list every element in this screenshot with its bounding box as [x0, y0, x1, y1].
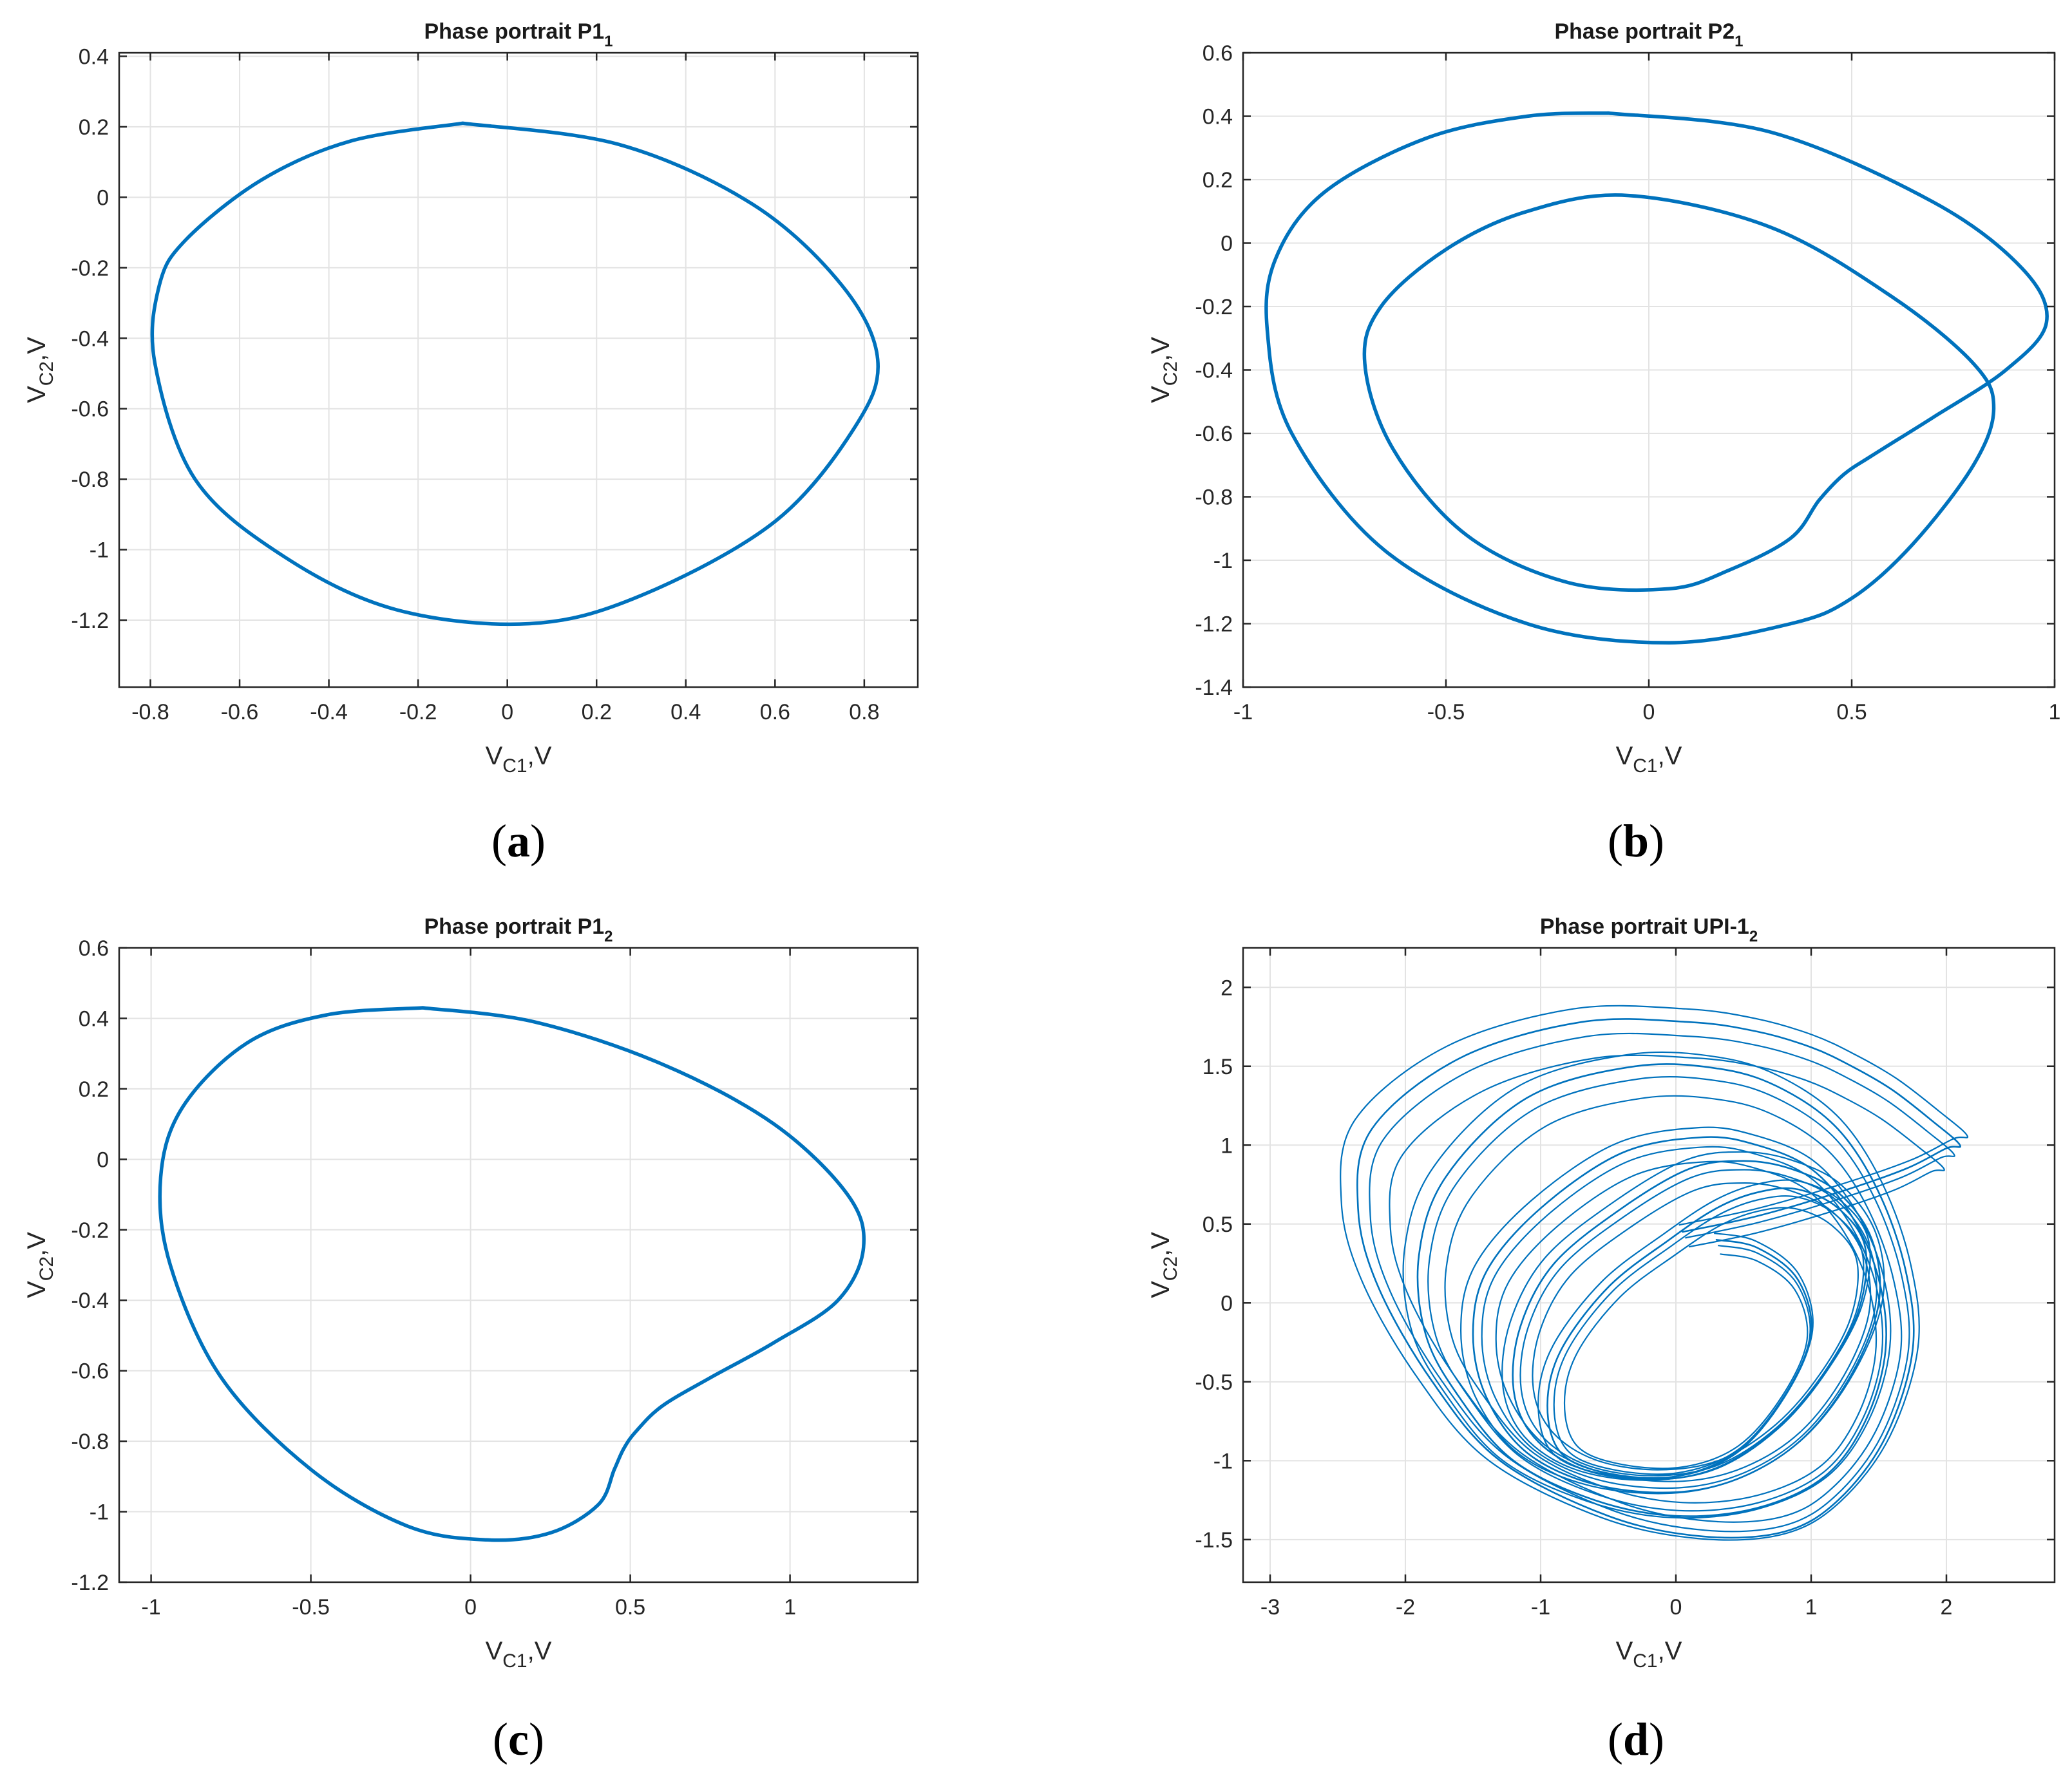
plot-area — [119, 53, 918, 687]
x-tick-label: 0 — [464, 1595, 477, 1620]
y-tick-label: -1.2 — [1195, 612, 1233, 637]
y-tick-label: -1.2 — [71, 609, 109, 633]
chart-title: Phase portrait P11 — [424, 19, 613, 50]
x-tick-label: -1 — [141, 1595, 160, 1620]
y-axis-label: VC2,V — [23, 337, 57, 403]
panel-a: -0.8 -0.6 -0.4 -0.2 0 0.2 0.4 0.6 0.8 -1.2 -1 -0.8 -… — [23, 19, 919, 867]
series-line-orbit — [150, 121, 880, 627]
x-axis-label: VC1,V — [1616, 1637, 1682, 1672]
panel-b: -1 -0.5 0 0.5 1 -1.4 -1.2 -1 -0.8 -0.6 -0.4 -0.2 0 0.… — [1146, 19, 2060, 867]
panel-d: -3 -2 -1 0 1 2 -1.5 -1 -0.5 0 0.5 1 1.5 2 Phase portra… — [1146, 914, 2056, 1765]
y-tick-label: 0.4 — [79, 1006, 109, 1031]
y-tick-label: -1.4 — [1195, 676, 1233, 700]
x-tick-label: -2 — [1396, 1595, 1415, 1620]
y-tick-label: -1 — [1213, 549, 1233, 573]
x-tick-label: 1 — [1805, 1595, 1818, 1620]
x-tick-label: -0.2 — [399, 700, 437, 724]
y-tick-label: 1.5 — [1202, 1055, 1233, 1079]
series-strand — [1389, 1054, 1945, 1523]
y-tick-label: 0.2 — [79, 1077, 109, 1102]
x-tick-label: -3 — [1260, 1595, 1280, 1620]
y-tick-label: -0.6 — [1195, 422, 1233, 446]
y-tick-label: -0.6 — [71, 1359, 109, 1384]
x-tick-label: -0.5 — [292, 1595, 330, 1620]
x-axis-label: VC1,V — [1616, 742, 1682, 777]
x-tick-label: -0.8 — [131, 700, 169, 724]
x-tick-label: 0.4 — [670, 700, 701, 724]
y-tick-label: -0.5 — [1195, 1370, 1233, 1395]
y-tick-label: -1.5 — [1195, 1528, 1233, 1553]
x-tick-label: 1 — [2049, 700, 2061, 724]
panel-caption: (d) — [1608, 1714, 1664, 1765]
x-tick-label: -1 — [1531, 1595, 1550, 1620]
y-tick-label: 1 — [1221, 1133, 1233, 1158]
x-tick-label: 0.5 — [615, 1595, 645, 1620]
y-axis-label: VC2,V — [1146, 337, 1181, 403]
y-tick-label: -0.2 — [71, 1218, 109, 1243]
y-tick-label: 0 — [1221, 1291, 1233, 1316]
x-tick-label: -0.5 — [1427, 700, 1465, 724]
y-tick-label: -0.2 — [71, 256, 109, 281]
panel-c: -1 -0.5 0 0.5 1 -1.2 -1 -0.8 -0.6 -0.4 -0.2 0 0.2 0.4… — [23, 914, 919, 1765]
series-line-orbit — [158, 1006, 866, 1542]
axes-box — [118, 52, 919, 688]
y-tick-label: -0.8 — [71, 468, 109, 492]
chart-title: Phase portrait P21 — [1554, 19, 1743, 50]
series-line-orbit — [1264, 111, 2049, 645]
y-tick-label: -0.4 — [1195, 359, 1233, 383]
y-tick-label: -0.4 — [71, 326, 109, 351]
y-tick-label: -0.8 — [71, 1430, 109, 1454]
chart-title: Phase portrait P12 — [424, 914, 613, 945]
y-tick-label: -0.4 — [71, 1289, 109, 1313]
panel-caption: (b) — [1608, 815, 1664, 867]
y-tick-label: -1 — [90, 1500, 109, 1525]
x-tick-label: -0.4 — [310, 700, 348, 724]
x-tick-label: 2 — [1941, 1595, 1953, 1620]
x-axis-label: VC1,V — [486, 1637, 552, 1672]
plot-area — [1243, 948, 2055, 1582]
series-line-attractor — [1356, 1018, 1961, 1539]
series-strand — [1340, 1005, 1969, 1541]
y-tick-label: 0 — [97, 1148, 109, 1172]
chart-title: Phase portrait UPI-12 — [1540, 914, 1758, 945]
y-tick-label: 0.2 — [1202, 168, 1233, 193]
y-tick-label: -1.2 — [71, 1571, 109, 1595]
y-tick-label: 0.2 — [79, 115, 109, 140]
y-tick-label: -1 — [90, 538, 109, 563]
x-tick-label: 0.8 — [849, 700, 879, 724]
x-tick-label: -0.6 — [221, 700, 259, 724]
x-tick-label: 1 — [784, 1595, 796, 1620]
panel-caption: (c) — [493, 1714, 544, 1765]
plot-area — [119, 948, 918, 1582]
axes-box — [118, 947, 919, 1583]
y-tick-label: -1 — [1213, 1449, 1233, 1473]
x-tick-label: 0.2 — [582, 700, 612, 724]
x-tick-label: 0 — [1643, 700, 1655, 724]
y-tick-label: 0 — [1221, 232, 1233, 256]
y-tick-label: 0.6 — [1202, 41, 1233, 66]
y-tick-label: 0.6 — [79, 936, 109, 961]
x-tick-label: 0.6 — [760, 700, 790, 724]
y-tick-label: -0.8 — [1195, 486, 1233, 510]
x-tick-label: 0 — [1670, 1595, 1682, 1620]
y-tick-label: 0.5 — [1202, 1213, 1233, 1237]
axes-box — [1242, 947, 2056, 1583]
y-tick-label: 0 — [97, 185, 109, 210]
y-tick-label: -0.2 — [1195, 295, 1233, 319]
y-tick-label: 0.4 — [1202, 105, 1233, 129]
y-axis-label: VC2,V — [23, 1232, 57, 1298]
panel-caption: (a) — [491, 815, 546, 867]
y-tick-label: -0.6 — [71, 397, 109, 422]
x-tick-label: 0 — [501, 700, 513, 724]
x-tick-label: -1 — [1233, 700, 1253, 724]
x-axis-label: VC1,V — [486, 742, 552, 777]
y-axis-label: VC2,V — [1146, 1232, 1181, 1298]
y-tick-label: 2 — [1221, 976, 1233, 1000]
x-tick-label: 0.5 — [1836, 700, 1867, 724]
y-tick-label: 0.4 — [79, 44, 109, 69]
